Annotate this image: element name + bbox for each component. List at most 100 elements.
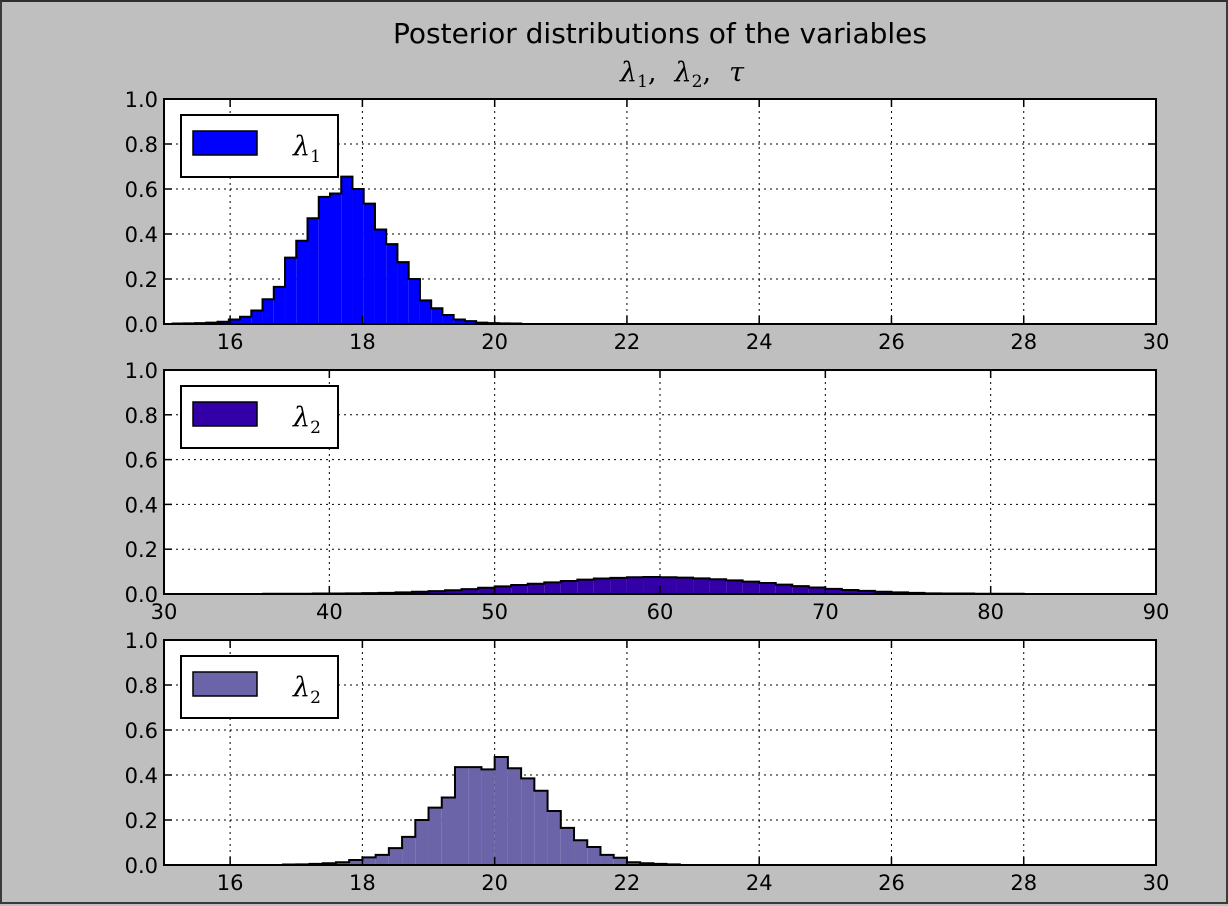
x-tick-label: 22 bbox=[614, 871, 641, 895]
histogram-bar bbox=[693, 578, 710, 594]
histogram-bar bbox=[341, 177, 352, 324]
histogram-bar bbox=[534, 791, 547, 865]
y-tick-label: 0.6 bbox=[125, 719, 158, 743]
legend-swatch bbox=[193, 131, 257, 155]
legend-swatch bbox=[193, 402, 257, 426]
y-tick-label: 0.0 bbox=[125, 313, 158, 337]
legend: λ2 bbox=[181, 386, 338, 448]
histogram-bar bbox=[429, 808, 442, 865]
x-tick-label: 30 bbox=[1143, 871, 1170, 895]
histogram-bar bbox=[587, 847, 600, 865]
histogram-bar bbox=[495, 757, 508, 865]
histogram-bar bbox=[528, 584, 545, 594]
histogram-bar bbox=[561, 581, 578, 594]
histogram-bar bbox=[415, 820, 428, 865]
histogram-bar bbox=[442, 798, 455, 866]
subtitle-symbol: τ bbox=[729, 57, 745, 88]
histogram-bar bbox=[285, 258, 296, 324]
histogram-bar bbox=[455, 767, 468, 865]
histogram-bar bbox=[362, 857, 375, 865]
x-tick-label: 28 bbox=[1010, 871, 1037, 895]
x-tick-label: 16 bbox=[217, 871, 244, 895]
x-tick-label: 60 bbox=[647, 600, 674, 624]
histogram-bar bbox=[442, 315, 453, 324]
histogram-bar bbox=[508, 768, 521, 865]
histogram-bar bbox=[643, 577, 660, 594]
histogram-bar bbox=[495, 586, 512, 594]
histogram-bar bbox=[726, 580, 743, 594]
legend: λ1 bbox=[181, 115, 338, 177]
x-tick-label: 30 bbox=[1143, 330, 1170, 354]
histogram-bar bbox=[319, 197, 330, 324]
histogram-bar bbox=[389, 848, 402, 865]
y-tick-label: 0.8 bbox=[125, 404, 158, 428]
y-tick-label: 0.4 bbox=[125, 764, 158, 788]
x-tick-label: 24 bbox=[746, 871, 773, 895]
histogram-bar bbox=[594, 579, 611, 594]
x-tick-label: 80 bbox=[977, 600, 1004, 624]
histogram-bar bbox=[296, 241, 307, 324]
subtitle-separator: , bbox=[648, 57, 657, 88]
histogram-bar bbox=[375, 230, 386, 325]
y-tick-label: 1.0 bbox=[125, 629, 158, 653]
histogram-bar bbox=[600, 855, 613, 865]
y-tick-label: 0.8 bbox=[125, 133, 158, 157]
histogram-bar bbox=[468, 767, 481, 865]
x-tick-label: 16 bbox=[217, 330, 244, 354]
y-tick-label: 1.0 bbox=[125, 88, 158, 112]
histogram-bar bbox=[481, 769, 494, 865]
histogram-bar bbox=[251, 311, 262, 325]
x-tick-label: 18 bbox=[349, 871, 376, 895]
histogram-bar bbox=[420, 300, 431, 324]
histogram-bar bbox=[614, 858, 627, 865]
y-tick-label: 0.0 bbox=[125, 583, 158, 607]
x-tick-label: 20 bbox=[481, 330, 508, 354]
x-tick-label: 18 bbox=[349, 330, 376, 354]
x-tick-label: 22 bbox=[614, 330, 641, 354]
histogram-bar bbox=[308, 218, 319, 324]
histogram-bar bbox=[352, 189, 363, 324]
x-tick-label: 26 bbox=[878, 330, 905, 354]
histogram-bar bbox=[677, 578, 694, 594]
figure-subtitle: λ1,λ2,τ bbox=[619, 57, 745, 92]
histogram-bar bbox=[521, 778, 534, 865]
histogram-bar bbox=[577, 580, 594, 594]
histogram-bar bbox=[574, 840, 587, 865]
subtitle-subscript: 2 bbox=[692, 72, 703, 92]
y-tick-label: 0.6 bbox=[125, 449, 158, 473]
subtitle-symbol: λ bbox=[674, 57, 692, 88]
x-tick-label: 24 bbox=[746, 330, 773, 354]
y-tick-label: 0.2 bbox=[125, 538, 158, 562]
subtitle-subscript: 1 bbox=[637, 72, 648, 92]
histogram-bar bbox=[743, 582, 760, 594]
histogram-bar bbox=[544, 582, 561, 594]
histogram-bar bbox=[240, 317, 251, 324]
x-tick-label: 90 bbox=[1143, 600, 1170, 624]
histogram-bar bbox=[792, 586, 809, 594]
histogram-bar bbox=[759, 583, 776, 594]
histogram-bar bbox=[431, 308, 442, 324]
subtitle-separator: , bbox=[702, 57, 711, 88]
histogram-bar bbox=[710, 579, 727, 594]
histogram-bar bbox=[660, 577, 677, 594]
histogram-bar bbox=[330, 194, 341, 325]
x-tick-label: 70 bbox=[812, 600, 839, 624]
x-tick-label: 40 bbox=[316, 600, 343, 624]
x-tick-label: 28 bbox=[1010, 330, 1037, 354]
histogram-bar bbox=[402, 837, 415, 865]
figure-title: Posterior distributions of the variables bbox=[393, 17, 927, 50]
y-tick-label: 0.2 bbox=[125, 809, 158, 833]
histogram-bar bbox=[263, 299, 274, 324]
histogram-bar bbox=[776, 585, 793, 594]
subplots: 16 18 20 22 24 26 28 30 0.0 0.2 0.4 0.6 0.8 1.0 λ1 30 40… bbox=[125, 88, 1170, 895]
x-tick-label: 20 bbox=[481, 871, 508, 895]
histogram-bar bbox=[274, 287, 285, 324]
legend-swatch bbox=[193, 672, 257, 696]
histogram-bar bbox=[386, 244, 397, 324]
y-tick-label: 0.0 bbox=[125, 854, 158, 878]
y-tick-label: 0.6 bbox=[125, 178, 158, 202]
y-tick-label: 0.4 bbox=[125, 223, 158, 247]
